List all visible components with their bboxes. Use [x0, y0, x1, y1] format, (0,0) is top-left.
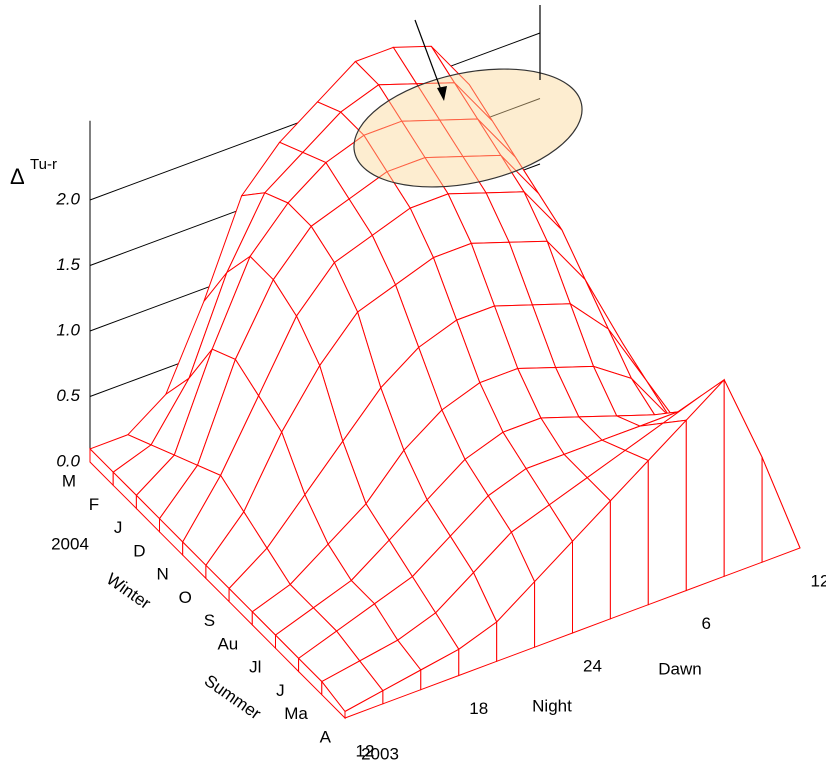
surface — [89, 45, 801, 720]
z-tick-label: 0.5 — [56, 386, 80, 405]
x-tick-label: 18 — [469, 699, 488, 718]
y-tick-label: F — [89, 495, 99, 514]
y-tick-label: Au — [217, 634, 238, 653]
x-group-label: Night — [532, 696, 572, 715]
front-skirt — [761, 457, 801, 563]
y-tick-label: J — [276, 681, 285, 700]
z-tick-label: 1.5 — [56, 255, 80, 274]
y-group-label: 2003 — [361, 744, 399, 763]
y-group-label: Summer — [201, 671, 265, 724]
x-tick-label: 12 — [811, 571, 826, 590]
x-tick-label: 24 — [583, 656, 602, 675]
z-label-sup: Tu-r — [30, 156, 57, 173]
y-group-label: Winter — [103, 569, 154, 613]
y-tick-label: O — [179, 588, 192, 607]
y-tick-label: S — [204, 611, 215, 630]
y-tick-label: Ma — [284, 704, 308, 723]
y-tick-label: N — [156, 565, 168, 584]
y-group-label: 2004 — [51, 534, 89, 553]
z-label: Δ — [10, 164, 25, 189]
x-tick-label: 12 — [356, 741, 375, 760]
z-tick-label: 0.0 — [56, 451, 80, 470]
z-tick-label: 2.0 — [55, 189, 80, 208]
highlight-ellipse — [353, 68, 583, 188]
x-group-label: Dawn — [658, 659, 701, 678]
arrow — [414, 19, 445, 99]
front-skirt — [723, 379, 763, 578]
x-tick-label: 6 — [702, 614, 711, 633]
y-tick-label: M — [62, 471, 76, 490]
z-tick-label: 1.0 — [56, 320, 80, 339]
y-tick-label: J — [114, 518, 123, 537]
y-tick-label: D — [133, 541, 145, 560]
arrow-head — [437, 86, 447, 101]
y-tick-label: A — [320, 727, 332, 746]
y-tick-label: Jl — [249, 658, 261, 677]
